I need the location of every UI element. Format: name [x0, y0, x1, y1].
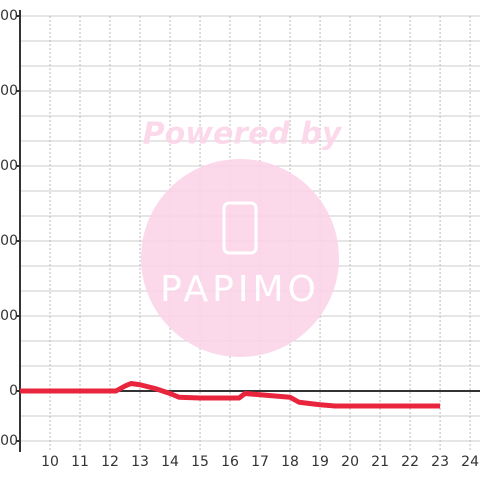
x-tick-label: 22: [401, 454, 419, 470]
x-tick-label: 20: [341, 454, 359, 470]
x-tick-label: 11: [71, 454, 89, 470]
x-tick-label: 17: [251, 454, 269, 470]
x-tick-label: 24: [461, 454, 479, 470]
y-tick-label: -20,000: [0, 433, 18, 449]
x-tick-label: 13: [131, 454, 149, 470]
y-tick-label: 150,000: [0, 8, 18, 24]
y-tick-label: 120,000: [0, 83, 18, 99]
watermark-text: Powered by: [143, 117, 343, 152]
x-tick-label: 14: [161, 454, 179, 470]
y-tick-label: 60,000: [0, 233, 18, 249]
y-tick-label: 90,000: [0, 158, 18, 174]
x-tick-label: 15: [191, 454, 209, 470]
x-tick-label: 16: [221, 454, 239, 470]
y-tick-label: 0: [9, 383, 18, 399]
data-line: [20, 381, 441, 409]
watermark-circle: [141, 159, 339, 357]
watermark-phone: [222, 201, 258, 255]
x-tick-label: 12: [101, 454, 119, 470]
x-tick-label: 23: [431, 454, 449, 470]
x-tick-label: 10: [41, 454, 59, 470]
watermark-logo: PAPIMO: [160, 269, 320, 310]
x-tick-label: 21: [371, 454, 389, 470]
x-tick-label: 19: [311, 454, 329, 470]
x-tick-label: 18: [281, 454, 299, 470]
watermark: Powered by PAPIMO: [141, 117, 343, 357]
y-tick-label: 30,000: [0, 308, 18, 324]
